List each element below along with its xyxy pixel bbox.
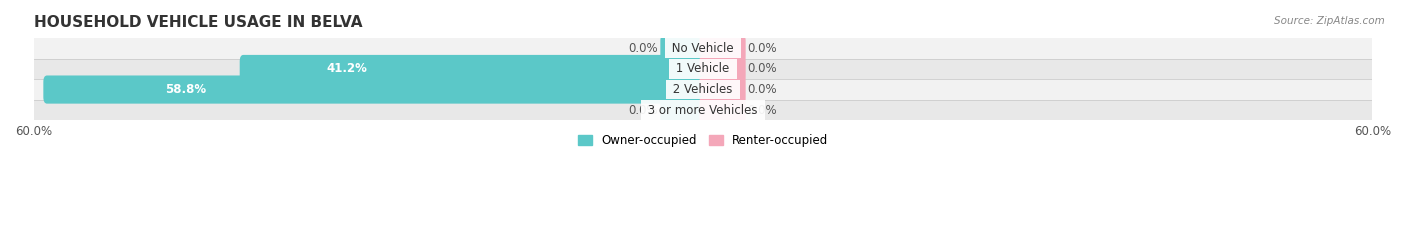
FancyBboxPatch shape bbox=[661, 96, 707, 124]
Text: 0.0%: 0.0% bbox=[628, 42, 658, 55]
FancyBboxPatch shape bbox=[699, 96, 745, 124]
Legend: Owner-occupied, Renter-occupied: Owner-occupied, Renter-occupied bbox=[572, 129, 834, 152]
Text: 1 Vehicle: 1 Vehicle bbox=[672, 62, 734, 76]
FancyBboxPatch shape bbox=[34, 38, 1372, 59]
FancyBboxPatch shape bbox=[34, 79, 1372, 100]
FancyBboxPatch shape bbox=[34, 59, 1372, 79]
Text: 41.2%: 41.2% bbox=[326, 62, 367, 76]
Text: HOUSEHOLD VEHICLE USAGE IN BELVA: HOUSEHOLD VEHICLE USAGE IN BELVA bbox=[34, 15, 363, 30]
Text: 58.8%: 58.8% bbox=[165, 83, 207, 96]
Text: 2 Vehicles: 2 Vehicles bbox=[669, 83, 737, 96]
Text: 0.0%: 0.0% bbox=[748, 104, 778, 117]
FancyBboxPatch shape bbox=[699, 76, 745, 104]
FancyBboxPatch shape bbox=[699, 55, 745, 83]
FancyBboxPatch shape bbox=[699, 34, 745, 62]
Text: Source: ZipAtlas.com: Source: ZipAtlas.com bbox=[1274, 16, 1385, 26]
Text: 0.0%: 0.0% bbox=[748, 62, 778, 76]
Text: No Vehicle: No Vehicle bbox=[668, 42, 738, 55]
FancyBboxPatch shape bbox=[661, 34, 707, 62]
Text: 0.0%: 0.0% bbox=[628, 104, 658, 117]
FancyBboxPatch shape bbox=[44, 76, 707, 104]
FancyBboxPatch shape bbox=[239, 55, 707, 83]
Text: 0.0%: 0.0% bbox=[748, 42, 778, 55]
Text: 3 or more Vehicles: 3 or more Vehicles bbox=[644, 104, 762, 117]
FancyBboxPatch shape bbox=[34, 100, 1372, 121]
Text: 0.0%: 0.0% bbox=[748, 83, 778, 96]
